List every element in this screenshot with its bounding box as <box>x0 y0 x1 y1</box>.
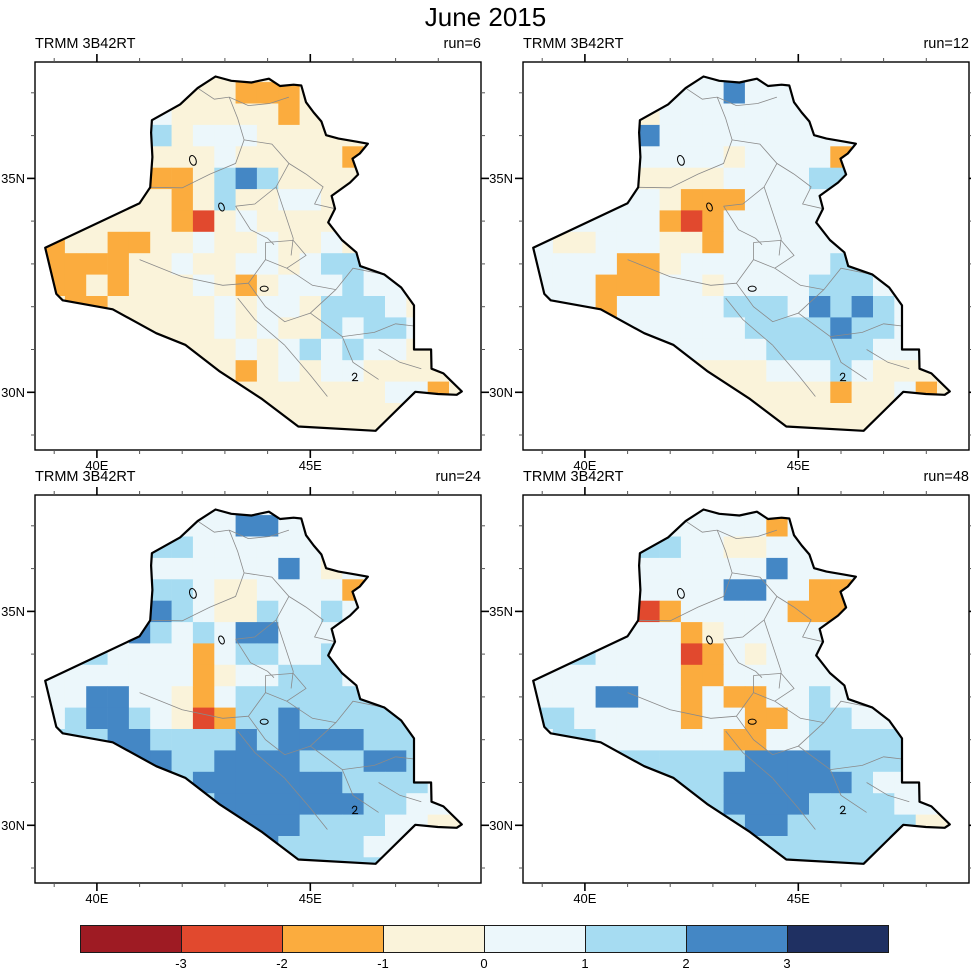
dataset-label: TRMM 3B42RT <box>35 469 136 485</box>
lat-tick-label: 30N <box>1 385 25 400</box>
dataset-label: TRMM 3B42RT <box>35 36 136 52</box>
axis-ticks <box>515 54 971 458</box>
dataset-label: TRMM 3B42RT <box>523 36 624 52</box>
lat-tick-label: 35N <box>1 171 25 186</box>
panel-header-run6: TRMM 3B42RT run=6 <box>35 36 481 52</box>
colorbar-tick-label: 3 <box>783 956 791 971</box>
panel-header-run12: TRMM 3B42RT run=12 <box>523 36 969 52</box>
colorbar-segment <box>383 925 485 953</box>
lon-tick-label: 40E <box>85 458 108 473</box>
lon-tick-label: 45E <box>299 891 322 906</box>
lat-tick-label: 35N <box>489 604 513 619</box>
province-borders <box>627 87 910 397</box>
run-label: run=24 <box>435 469 481 485</box>
run-label: run=6 <box>443 36 482 52</box>
lake-icons <box>676 588 847 815</box>
lon-tick-label: 45E <box>787 891 810 906</box>
lon-tick-label: 45E <box>299 458 322 473</box>
colorbar-segment <box>181 925 283 953</box>
axis-ticks <box>27 54 489 458</box>
lon-tick-label: 40E <box>573 458 596 473</box>
colorbar-tick-label: 0 <box>480 956 488 971</box>
axis-ticks <box>27 487 489 891</box>
lake-icons <box>188 588 359 815</box>
map-frame <box>34 61 482 451</box>
map-frame <box>34 494 482 884</box>
colorbar-segment <box>585 925 687 953</box>
colorbar-tick-label: 1 <box>581 956 589 971</box>
run-label: run=12 <box>923 36 969 52</box>
colorbar-segment <box>80 925 182 953</box>
axis-ticks <box>515 487 971 891</box>
lat-tick-label: 30N <box>1 818 25 833</box>
lake-icons <box>188 155 359 382</box>
lat-tick-label: 30N <box>489 818 513 833</box>
lake-icons <box>676 155 847 382</box>
map-frame <box>522 494 970 884</box>
iraq-outline <box>532 508 951 865</box>
colorbar-segment <box>686 925 788 953</box>
lon-tick-label: 45E <box>787 458 810 473</box>
dataset-label: TRMM 3B42RT <box>523 469 624 485</box>
map-panel-run24: 40E 45E 35N 30N <box>1 487 489 906</box>
map-frame <box>522 61 970 451</box>
iraq-outline <box>532 75 951 432</box>
colorbar-tick-label: 2 <box>682 956 690 971</box>
colorbar: -3 -2 -1 0 1 2 3 <box>80 925 892 971</box>
map-panel-run12: 40E 45E 35N 30N <box>489 54 971 473</box>
colorbar-tick-label: -1 <box>377 956 389 971</box>
map-panel-run6: 40E 45E 35N 30N <box>1 54 489 473</box>
colorbar-segment <box>484 925 586 953</box>
province-borders <box>139 520 422 830</box>
lat-tick-label: 35N <box>489 171 513 186</box>
province-borders <box>139 87 422 397</box>
lon-tick-label: 40E <box>573 891 596 906</box>
figure-title: June 2015 <box>424 2 547 32</box>
panel-header-run24: TRMM 3B42RT run=24 <box>35 469 481 485</box>
colorbar-tick-label: -2 <box>276 956 288 971</box>
panel-header-run48: TRMM 3B42RT run=48 <box>523 469 969 485</box>
lon-tick-label: 40E <box>85 891 108 906</box>
run-label: run=48 <box>923 469 969 485</box>
colorbar-tick-label: -3 <box>175 956 187 971</box>
lat-tick-label: 30N <box>489 385 513 400</box>
iraq-outline <box>44 75 463 432</box>
lat-tick-label: 35N <box>1 604 25 619</box>
colorbar-segment <box>282 925 384 953</box>
colorbar-segment <box>787 925 889 953</box>
iraq-outline <box>44 508 463 865</box>
province-borders <box>627 520 910 830</box>
map-panel-run48: 40E 45E 35N 30N <box>489 487 971 906</box>
